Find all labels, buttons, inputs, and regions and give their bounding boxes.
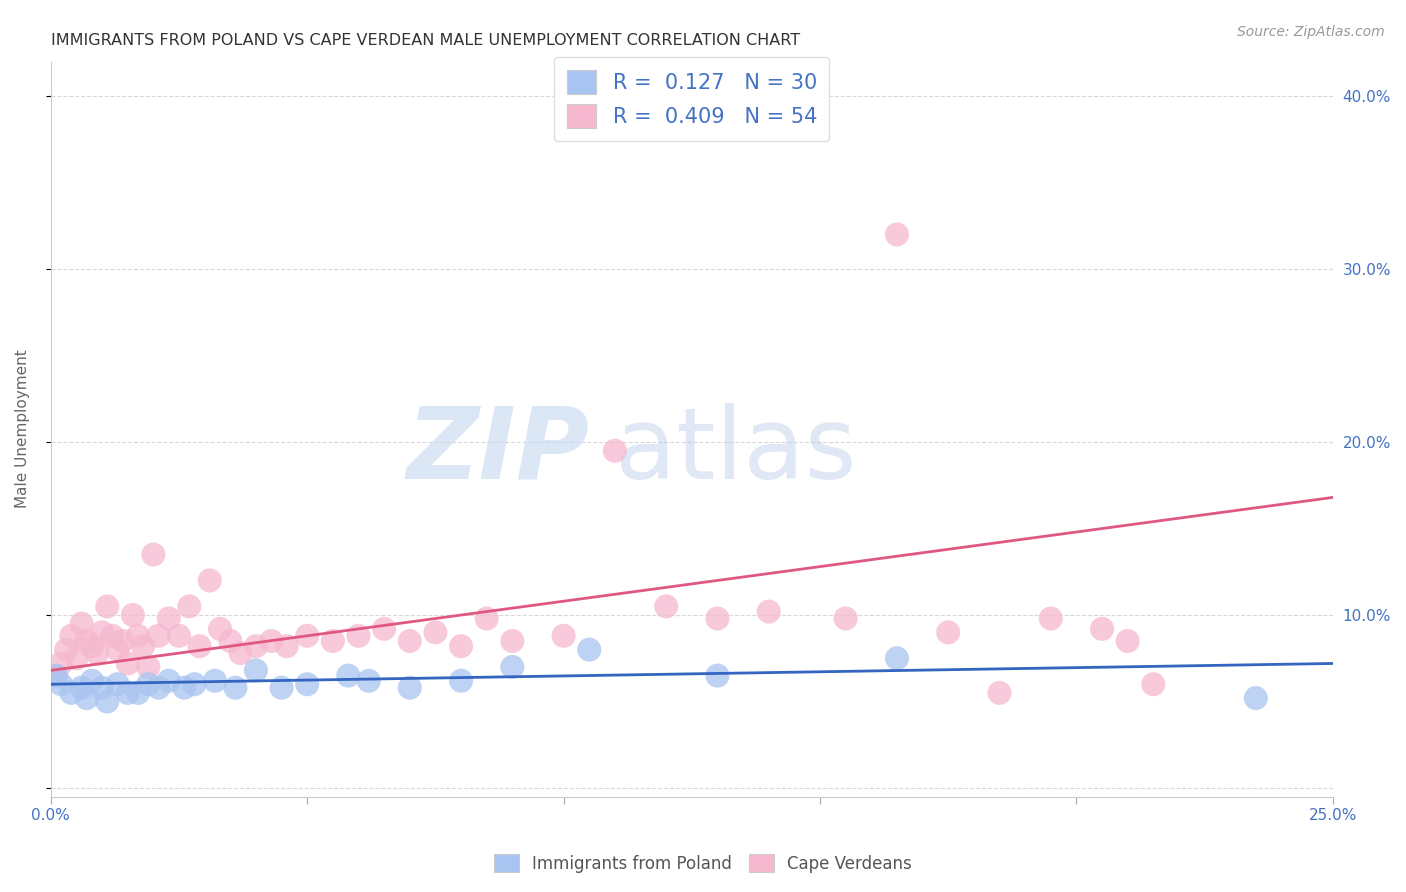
- Point: [1039, 611, 1062, 625]
- Point: [553, 629, 575, 643]
- Point: [70, 616, 93, 631]
- Point: [107, 642, 129, 657]
- Point: [132, 639, 155, 653]
- Point: [107, 677, 129, 691]
- Point: [45, 668, 67, 682]
- Point: [167, 629, 190, 643]
- Point: [127, 629, 149, 643]
- Point: [475, 611, 498, 625]
- Point: [578, 642, 600, 657]
- Point: [1142, 677, 1164, 691]
- Point: [834, 611, 856, 625]
- Text: ZIP: ZIP: [406, 402, 589, 500]
- Point: [758, 605, 780, 619]
- Point: [373, 622, 395, 636]
- Point: [706, 611, 728, 625]
- Point: [1244, 691, 1267, 706]
- Point: [148, 629, 170, 643]
- Point: [91, 625, 114, 640]
- Point: [501, 660, 523, 674]
- Point: [988, 686, 1011, 700]
- Point: [224, 681, 246, 695]
- Text: atlas: atlas: [614, 402, 856, 500]
- Point: [136, 677, 159, 691]
- Point: [127, 686, 149, 700]
- Point: [886, 651, 908, 665]
- Point: [173, 681, 195, 695]
- Point: [86, 646, 108, 660]
- Point: [91, 681, 114, 695]
- Point: [76, 691, 98, 706]
- Legend: R =  0.127   N = 30, R =  0.409   N = 54: R = 0.127 N = 30, R = 0.409 N = 54: [554, 57, 830, 141]
- Point: [450, 673, 472, 688]
- Point: [60, 686, 83, 700]
- Point: [122, 608, 145, 623]
- Point: [229, 646, 252, 660]
- Point: [245, 664, 267, 678]
- Point: [45, 668, 67, 682]
- Point: [337, 668, 360, 682]
- Point: [204, 673, 226, 688]
- Point: [706, 668, 728, 682]
- Point: [501, 634, 523, 648]
- Point: [55, 642, 77, 657]
- Point: [49, 657, 72, 671]
- Point: [80, 673, 103, 688]
- Point: [655, 599, 678, 614]
- Y-axis label: Male Unemployment: Male Unemployment: [15, 350, 30, 508]
- Point: [425, 625, 447, 640]
- Point: [65, 651, 87, 665]
- Point: [297, 629, 319, 643]
- Point: [179, 599, 201, 614]
- Point: [136, 660, 159, 674]
- Point: [80, 639, 103, 653]
- Point: [76, 634, 98, 648]
- Point: [117, 657, 139, 671]
- Point: [270, 681, 292, 695]
- Point: [96, 599, 118, 614]
- Point: [60, 629, 83, 643]
- Point: [157, 673, 180, 688]
- Point: [96, 694, 118, 708]
- Point: [357, 673, 380, 688]
- Point: [1116, 634, 1139, 648]
- Point: [347, 629, 370, 643]
- Text: IMMIGRANTS FROM POLAND VS CAPE VERDEAN MALE UNEMPLOYMENT CORRELATION CHART: IMMIGRANTS FROM POLAND VS CAPE VERDEAN M…: [51, 33, 800, 48]
- Point: [297, 677, 319, 691]
- Point: [260, 634, 283, 648]
- Point: [157, 611, 180, 625]
- Legend: Immigrants from Poland, Cape Verdeans: Immigrants from Poland, Cape Verdeans: [488, 847, 918, 880]
- Point: [198, 574, 221, 588]
- Point: [398, 681, 420, 695]
- Point: [398, 634, 420, 648]
- Point: [148, 681, 170, 695]
- Point: [111, 634, 134, 648]
- Point: [276, 639, 298, 653]
- Point: [1091, 622, 1114, 636]
- Point: [142, 548, 165, 562]
- Point: [322, 634, 344, 648]
- Point: [603, 443, 626, 458]
- Point: [117, 686, 139, 700]
- Point: [70, 681, 93, 695]
- Point: [188, 639, 211, 653]
- Point: [245, 639, 267, 653]
- Point: [450, 639, 472, 653]
- Point: [183, 677, 205, 691]
- Text: Source: ZipAtlas.com: Source: ZipAtlas.com: [1237, 25, 1385, 39]
- Point: [219, 634, 242, 648]
- Point: [49, 677, 72, 691]
- Point: [101, 629, 124, 643]
- Point: [936, 625, 959, 640]
- Point: [209, 622, 232, 636]
- Point: [886, 227, 908, 242]
